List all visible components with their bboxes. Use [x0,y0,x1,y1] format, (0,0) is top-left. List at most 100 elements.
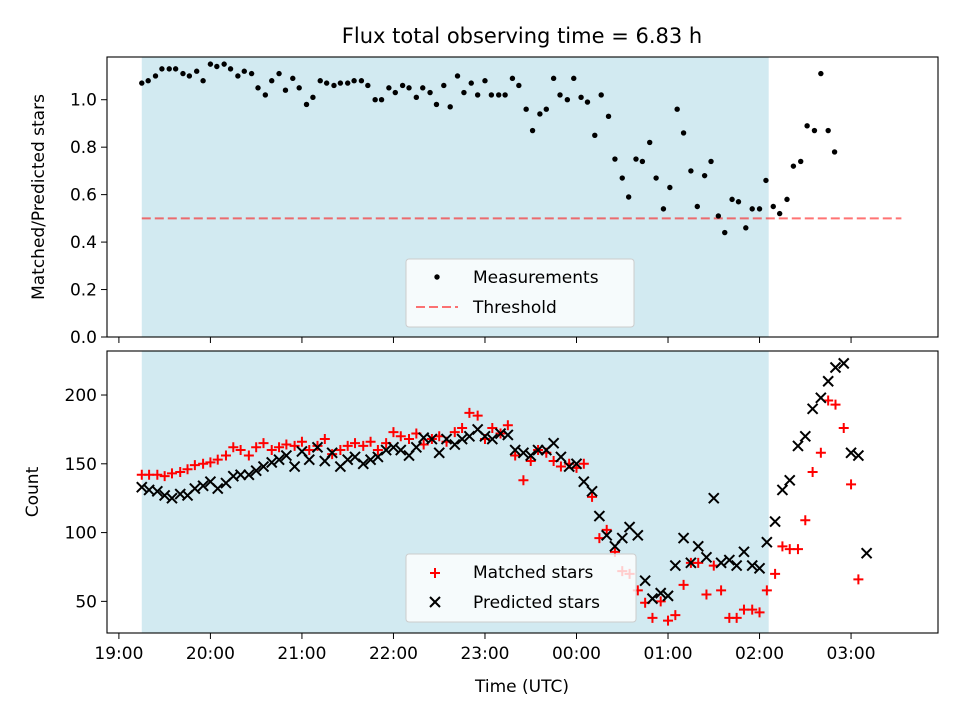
measurement-point [482,78,488,84]
measurement-point [619,175,625,181]
matched-star-point [365,436,376,447]
predicted-star-point [357,458,369,470]
matched-star-point [228,442,239,453]
measurement-point [770,203,776,210]
measurement-point [406,85,412,91]
predicted-star-point [815,392,827,404]
measurement-point [282,87,289,93]
measurement-point [529,127,536,134]
predicted-star-point [158,489,171,502]
matched-star-point [853,574,864,585]
measurement-point [269,78,275,84]
measurement-point [804,123,810,129]
matched-star-point [487,423,498,434]
matched-star-point [578,458,589,469]
predicted-star-point [426,433,438,445]
predicted-star-point [563,460,575,473]
measurement-point [605,113,612,120]
count-axes-frame [106,350,939,634]
matched-star-point [395,431,406,442]
measurement-point [262,92,269,98]
measurement-point [193,68,200,74]
matched-star-point [815,447,826,458]
matched-star-point [319,434,330,445]
measurement-point [344,80,351,86]
matched-star-point [404,434,415,445]
ratio-y-tick-label: 0.2 [70,281,97,301]
count-legend-box [405,553,637,623]
predicted-star-point [189,482,201,495]
predicted-star-point [769,515,781,528]
ratio-axes-frame [106,56,939,338]
predicted-star-point [166,492,178,504]
measurement-point [584,99,591,105]
measurement-point [708,158,714,165]
predicted-star-point [433,447,445,459]
predicted-star-point [243,469,255,481]
measurement-point [200,78,206,84]
predicted-star-point [616,532,628,544]
predicted-legend-marker [429,596,441,608]
matched-star-point [525,456,536,467]
predicted-star-point [570,458,583,470]
matched-star-point [663,615,674,626]
count-y-tick-label: 200 [65,386,97,406]
predicted-star-point [197,480,209,492]
matched-star-point [693,557,704,568]
x-tick-label: 23:00 [460,644,509,664]
matched-star-point [182,464,193,475]
predicted-star-point [440,433,453,445]
matched-star-point [701,589,712,600]
measurement-point [255,85,261,91]
matched-star-point [235,445,246,456]
predicted-star-point [525,449,537,462]
measurement-point [351,78,357,84]
predicted-star-point [517,447,530,459]
measurement-point [365,82,371,89]
measurement-point [571,75,577,82]
matched-star-point [770,568,781,579]
measurement-point [474,92,481,98]
predicted-star-point [273,453,285,466]
measurement-point [564,97,571,103]
matched-star-point [747,604,758,615]
matched-star-point [800,515,811,526]
measurement-point [502,92,508,98]
ratio-y-tick-label: 0.8 [70,138,97,158]
predicted-star-point [266,456,278,469]
matched-star-point [518,475,529,486]
measurement-point [378,97,385,103]
predicted-star-point [479,430,491,442]
matched-star-point [289,440,300,451]
count-y-tick-label: 50 [75,592,97,612]
predicted-star-point [845,447,857,459]
ratio-y-tick-label: 1.0 [70,91,97,111]
measurement-point [818,70,824,77]
predicted-star-point [753,562,766,575]
measurement-point [413,94,420,101]
measurement-point [172,66,179,72]
measurement-point [537,111,543,117]
measurement-point [694,203,701,210]
predicted-star-point [364,453,377,466]
matched-star-point [716,585,727,596]
matched-star-point [601,524,612,535]
predicted-star-point [654,587,667,599]
matched-star-point [175,467,186,478]
predicted-star-point [662,590,674,602]
matched-star-point [670,610,681,621]
predicted-star-point [692,540,704,553]
predicted-star-point [578,475,590,488]
measurement-point [296,85,302,91]
measurement-point [152,73,159,79]
predicted-star-point [860,547,873,559]
predicted-legend-label: Predicted stars [473,593,600,613]
x-tick-label: 02:00 [735,644,784,664]
chart-title: Flux total observing time = 6.83 h [342,24,702,48]
measurement-point [303,101,310,108]
count-y-axis-label: Count [23,466,43,517]
matched-star-point [251,442,262,453]
measurement-point [159,66,165,72]
predicted-star-point [586,485,598,498]
